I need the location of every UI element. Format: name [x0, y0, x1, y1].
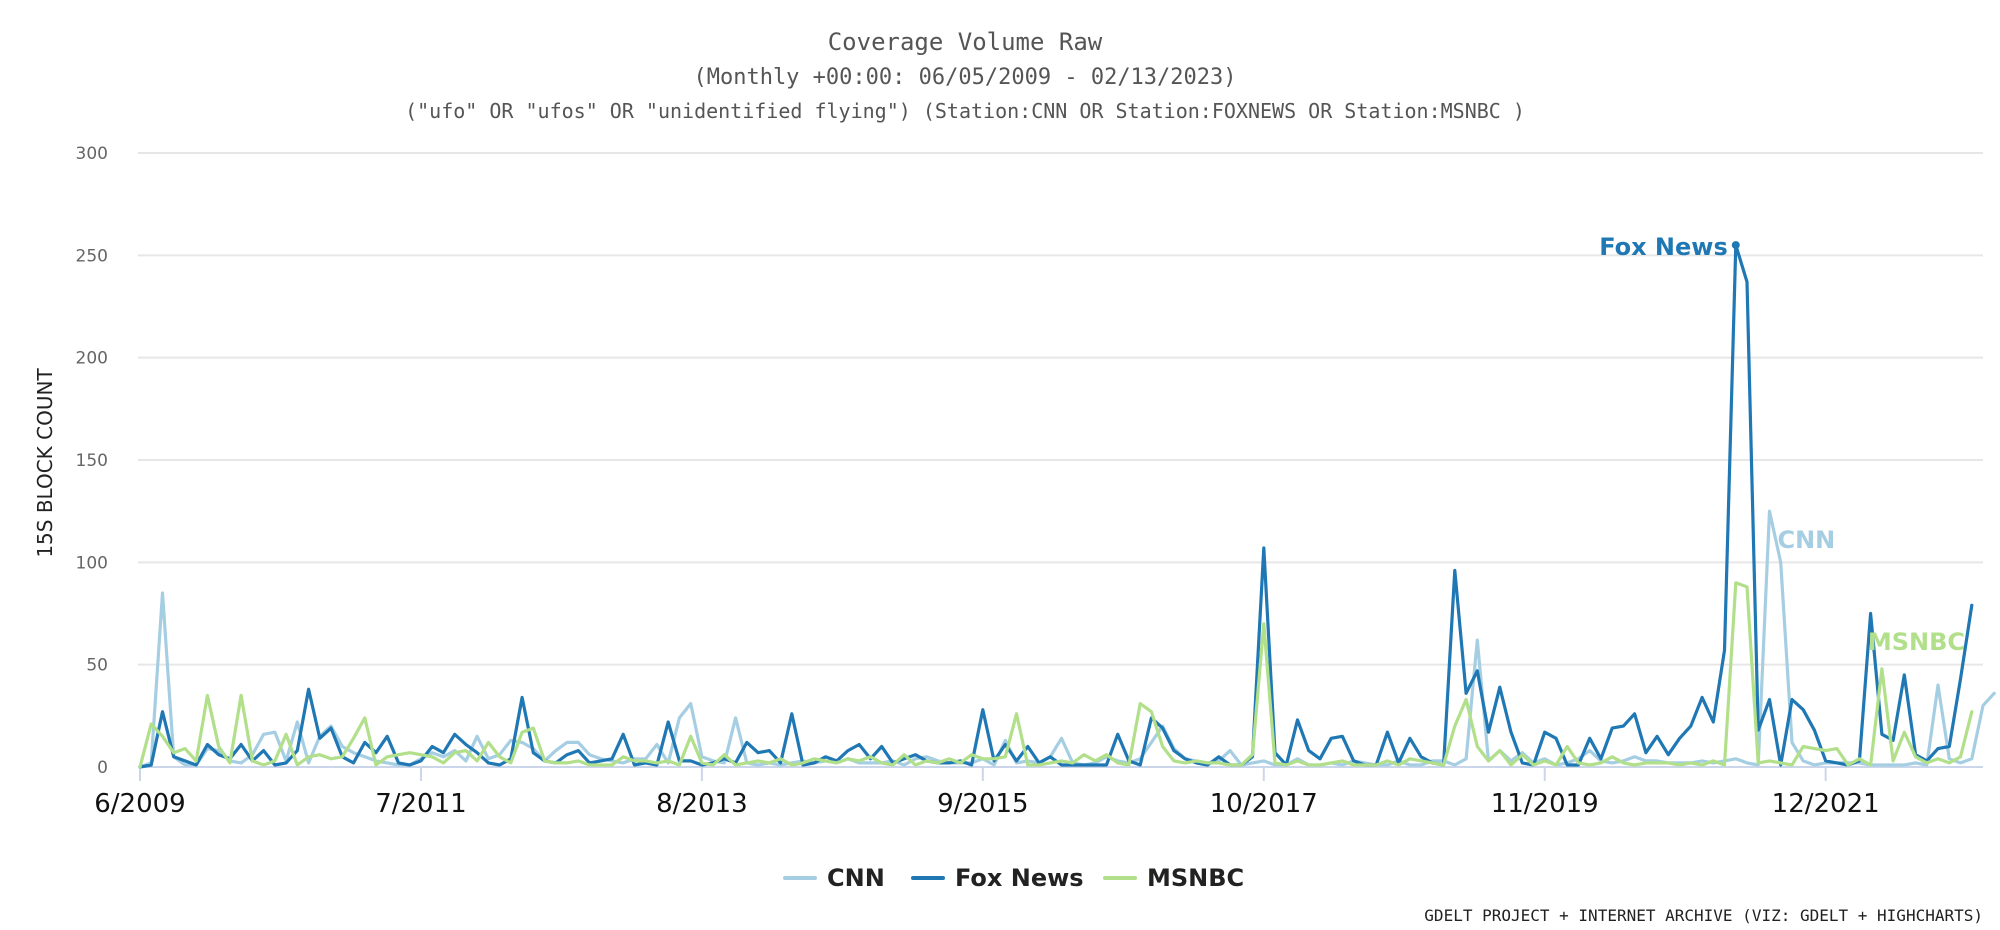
x-tick-label: 12/2021: [1772, 789, 1880, 819]
series-inline-labels: CNN Fox News MSNBC: [1599, 233, 1965, 656]
y-axis-ticks: 0 50 100 150 200 250 300: [76, 144, 108, 778]
chart-subtitle: (Monthly +00:00: 06/05/2009 - 02/13/2023…: [693, 65, 1236, 90]
y-tick-label: 100: [76, 553, 108, 573]
x-tick-label: 10/2017: [1210, 789, 1318, 819]
series-lines: [138, 243, 1996, 769]
x-tick-label: 8/2013: [656, 789, 747, 819]
x-tick-label: 11/2019: [1491, 789, 1599, 819]
series-inline-label: CNN: [1777, 526, 1835, 554]
legend-item-msnbc[interactable]: MSNBC: [1103, 864, 1244, 892]
series-inline-label: Fox News: [1599, 233, 1728, 261]
legend-label: Fox News: [955, 864, 1084, 892]
x-tick-label: 6/2009: [94, 789, 185, 819]
y-tick-label: 0: [97, 758, 108, 778]
y-tick-label: 250: [76, 246, 108, 266]
y-tick-label: 50: [86, 656, 108, 676]
legend-label: CNN: [827, 864, 885, 892]
y-axis-title: 15S BLOCK COUNT: [33, 368, 57, 558]
y-tick-label: 300: [76, 144, 108, 164]
legend-item-cnn[interactable]: CNN: [783, 864, 885, 892]
legend: CNN Fox News MSNBC: [783, 864, 1244, 892]
chart-credit: GDELT PROJECT + INTERNET ARCHIVE (VIZ: G…: [1424, 906, 1983, 925]
chart-title-block: Coverage Volume Raw (Monthly +00:00: 06/…: [405, 28, 1525, 123]
legend-label: MSNBC: [1147, 864, 1244, 892]
x-tick-label: 7/2011: [375, 789, 466, 819]
series-inline-label: MSNBC: [1868, 628, 1965, 656]
gridlines: [138, 152, 1983, 768]
series-line-msnbc: [138, 581, 1974, 769]
chart-query: ("ufo" OR "ufos" OR "unidentified flying…: [405, 99, 1525, 123]
chart-title: Coverage Volume Raw: [828, 28, 1103, 56]
y-tick-label: 200: [76, 349, 108, 369]
series-peak-marker: [1731, 241, 1740, 250]
y-tick-label: 150: [76, 451, 108, 471]
x-axis: 6/2009 7/2011 8/2013 9/2015 10/2017 11/2019 12…: [94, 766, 1983, 819]
x-tick-label: 9/2015: [937, 789, 1028, 819]
series-line-fox-news: [138, 243, 1974, 769]
legend-item-fox-news[interactable]: Fox News: [911, 864, 1084, 892]
series-line-cnn: [138, 509, 1996, 769]
